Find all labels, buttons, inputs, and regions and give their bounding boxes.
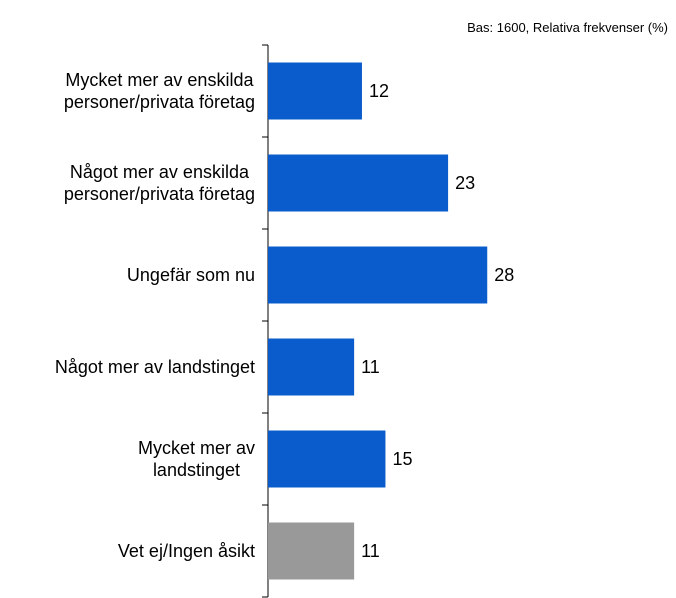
bar — [268, 154, 449, 212]
bar — [268, 246, 488, 304]
category-label: Något mer av enskilda personer/privata f… — [63, 162, 255, 204]
category-label: Ungefär som nu — [126, 265, 255, 285]
category-label: Något mer av landstinget — [54, 357, 255, 377]
bar — [268, 62, 362, 120]
bar — [268, 338, 355, 396]
bar — [268, 522, 355, 580]
category-label: Mycket mer av enskilda personer/privata … — [63, 70, 255, 112]
category-label: Mycket mer av landstinget — [137, 438, 255, 480]
value-label: 11 — [361, 357, 380, 377]
category-label: Vet ej/Ingen åsikt — [117, 541, 255, 561]
value-label: 28 — [494, 265, 514, 285]
bar — [268, 430, 386, 488]
value-label: 15 — [392, 449, 412, 469]
value-label: 12 — [369, 81, 389, 101]
value-label: 11 — [361, 541, 380, 561]
value-label: 23 — [455, 173, 475, 193]
chart-subtitle: Bas: 1600, Relativa frekvenser (%) — [467, 20, 668, 35]
